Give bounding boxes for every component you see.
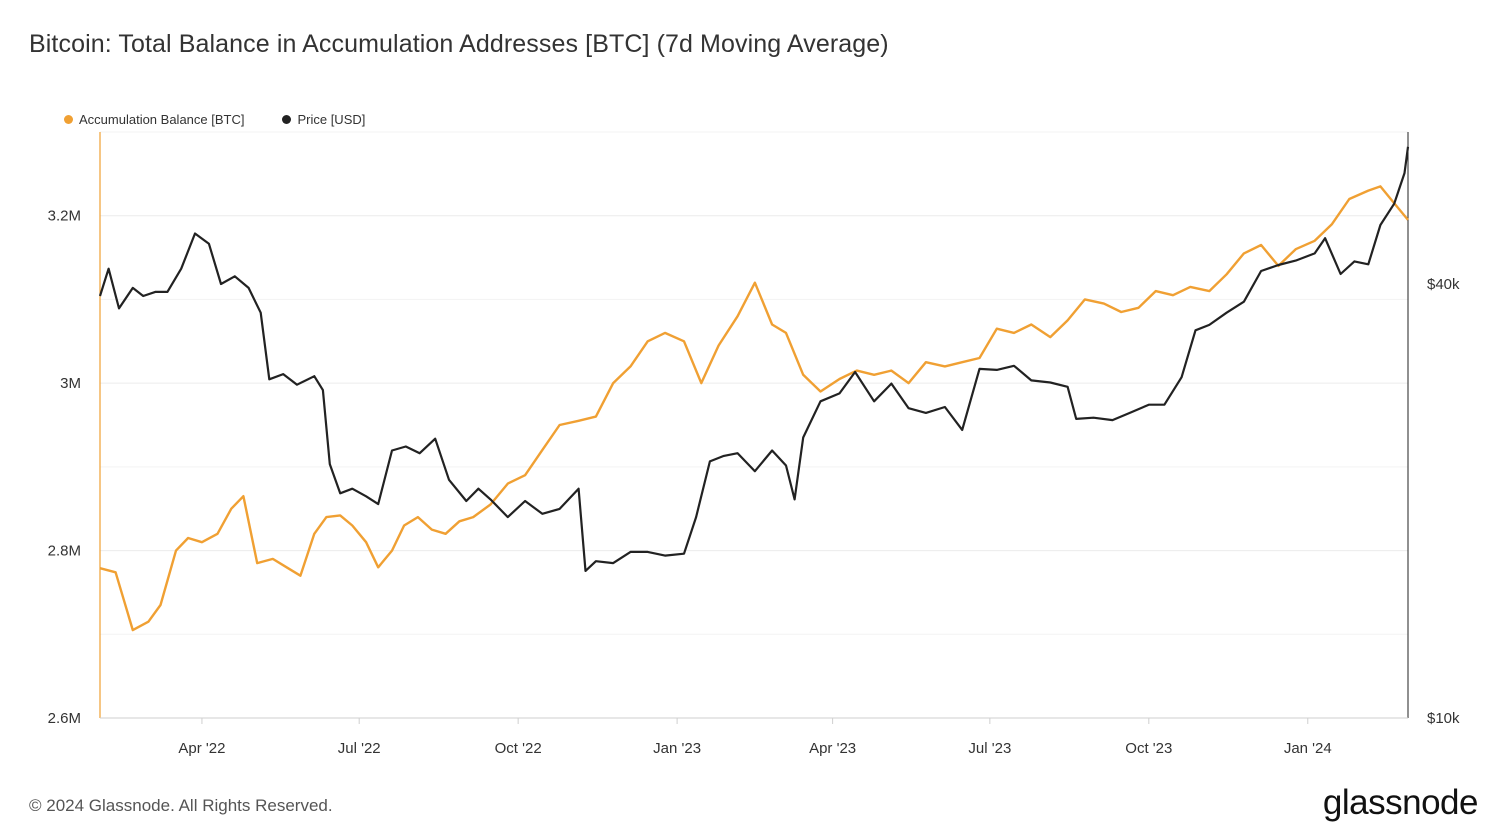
x-tick-label-3: Jan '23 [653,740,701,757]
chart-title: Bitcoin: Total Balance in Accumulation A… [29,30,889,58]
x-tick-label-7: Jan '24 [1284,740,1332,757]
legend-swatch-accumulation [64,115,73,124]
x-tick-label-5: Jul '23 [968,740,1011,757]
y-left-tick-label-1: 2.8M [48,543,81,560]
x-tick-label-2: Oct '22 [495,740,542,757]
y-right-tick-label-1: $40k [1427,276,1460,293]
legend-item-accumulation[interactable]: Accumulation Balance [BTC] [64,112,244,127]
legend-label-price: Price [USD] [297,112,366,127]
glassnode-logo: glassnode [1322,783,1479,822]
legend-swatch-price [282,115,292,124]
x-tick-label-4: Apr '23 [809,740,856,757]
legend-item-price[interactable]: Price [USD] [282,112,365,127]
y-right-tick-label-0: $10k [1427,710,1460,727]
series-line-price [98,146,1410,573]
y-left-tick-label-2: 3M [60,375,81,392]
legend-label-accumulation: Accumulation Balance [BTC] [79,112,245,127]
x-tick-label-1: Jul '22 [338,740,381,757]
copyright-footer: © 2024 Glassnode. All Rights Reserved. [29,796,333,815]
x-tick-label-6: Oct '23 [1125,740,1172,757]
chart-legend: Accumulation Balance [BTC] Price [USD] [64,112,365,127]
x-tick-label-0: Apr '22 [178,740,225,757]
y-left-tick-label-3: 3.2M [48,208,81,225]
y-left-tick-label-0: 2.6M [48,710,81,727]
series-line-accumulation-balance [99,185,1409,632]
